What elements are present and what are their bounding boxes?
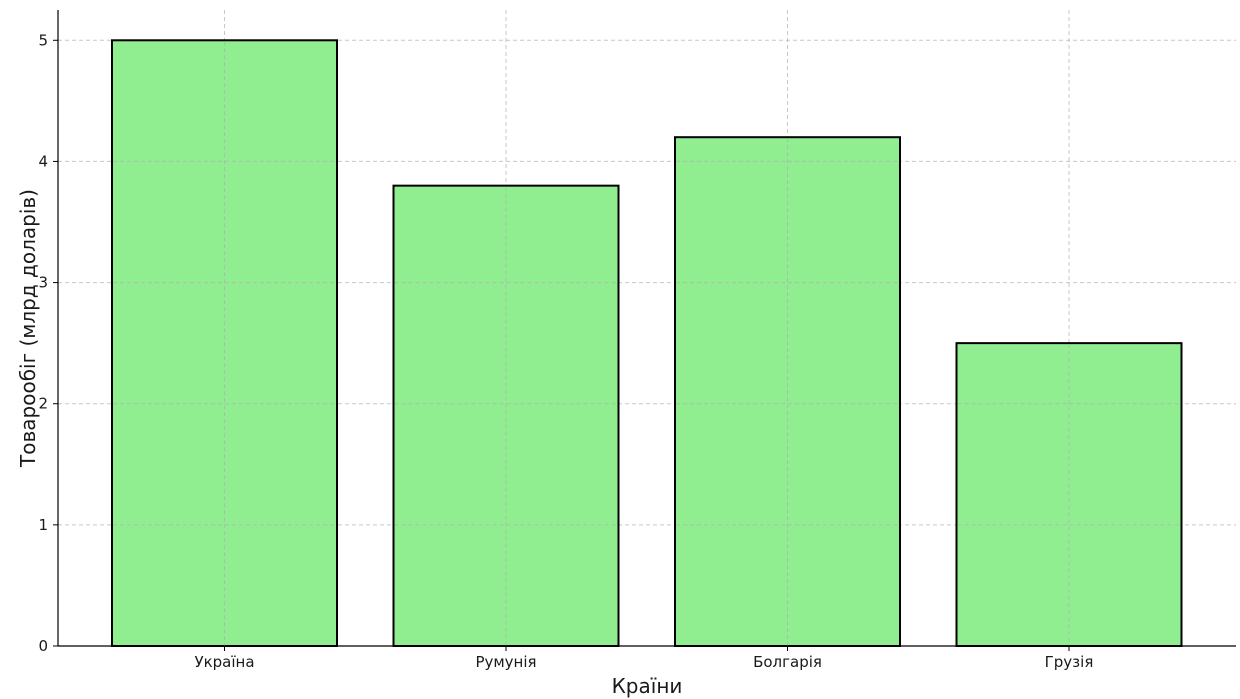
- x-tick-label: Україна: [194, 653, 254, 671]
- x-tick-label: Болгарія: [753, 653, 822, 671]
- axes: [57, 10, 1236, 647]
- ticks: 0 1 2 3 4 5 Україна Румунія Болгарія Грузія: [38, 31, 1093, 671]
- bars: [111, 39, 1183, 648]
- bar: [392, 184, 620, 648]
- x-tick-label: Румунія: [475, 653, 536, 671]
- y-tick-label: 3: [38, 274, 48, 292]
- y-tick-label: 0: [38, 637, 48, 655]
- y-axis-title: Товарообіг (млрд доларів): [16, 189, 40, 468]
- y-tick-label: 4: [38, 152, 48, 170]
- x-axis-title: Країни: [612, 674, 683, 698]
- y-tick-label: 5: [38, 31, 48, 49]
- y-tick-label: 1: [38, 516, 48, 534]
- x-tick-label: Грузія: [1045, 653, 1094, 671]
- y-tick-label: 2: [38, 395, 48, 413]
